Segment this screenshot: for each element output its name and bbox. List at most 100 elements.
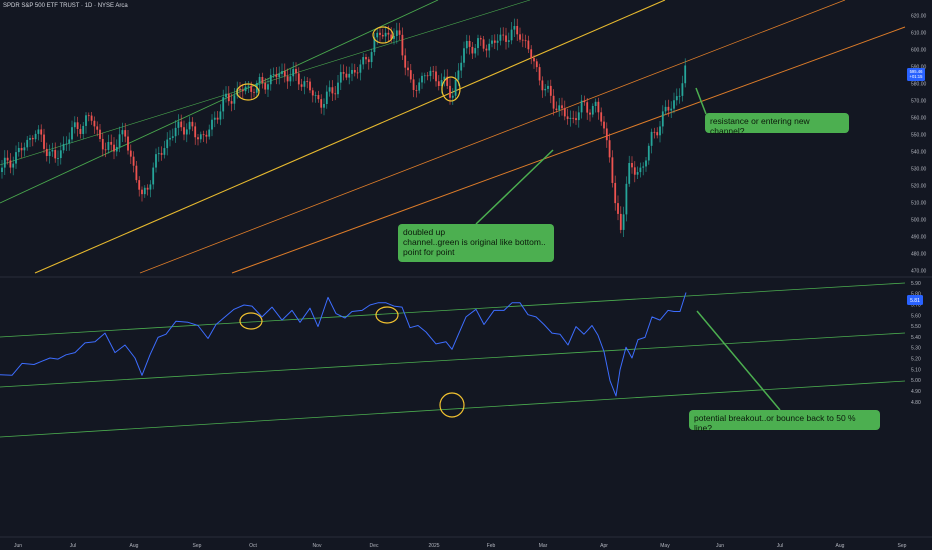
candle-down [502,34,505,36]
last-price-badge [907,68,925,81]
candle-up [457,70,460,80]
candle-down [124,130,127,137]
note-doubled-channel[interactable]: doubled up channel..green is original li… [398,224,554,262]
candle-up [23,147,26,151]
candle-up [269,74,272,85]
candle-up [580,100,583,113]
candle-down [605,128,608,141]
candle-down [99,129,101,139]
candle-down [261,77,264,83]
candle-up [323,104,325,108]
chart-title[interactable]: SPDR S&P 500 ETF TRUST · 1D · NYSE Arca [3,3,128,9]
candle-down [656,132,659,136]
candle-up [569,117,572,119]
candle-up [429,70,432,76]
candle-down [516,26,519,35]
time-tick-label: Oct [249,543,257,549]
last-indicator-badge [907,295,923,305]
candle-up [659,126,661,136]
candle-down [563,108,566,117]
candle-down [194,126,197,138]
candle-up [393,35,395,39]
candle-up [625,183,628,215]
candle-up [591,105,594,115]
price-tick-label: 600.00 [911,48,927,54]
candle-up [451,95,454,98]
time-tick-label: Mar [539,543,548,549]
candle-up [51,150,54,152]
candle-up [337,82,339,95]
note-pointer-line [695,87,707,115]
candle-down [572,117,575,119]
candle-up [465,40,468,49]
candle-down [129,150,132,157]
price-tick-label: 490.00 [911,235,927,241]
candle-down [586,102,589,113]
time-axis[interactable]: Jun Jul Aug Sep Oct Nov Dec 2025 Feb Mar Apr May Jun… [14,543,907,549]
candle-down [446,76,449,86]
note-pointer-line [475,149,554,225]
candle-up [675,96,678,101]
candle-down [132,156,135,166]
candle-up [460,62,463,71]
candle-up [443,76,446,81]
candle-up [292,68,295,77]
price-candles [1,18,687,238]
candle-up [171,136,174,138]
indicator-tick-label: 5.20 [911,357,921,363]
candle-down [381,34,384,37]
candle-up [57,158,59,159]
candle-down [611,157,614,183]
candle-up [421,75,423,83]
indicator-axis[interactable]: 5.90 5.80 5.70 5.60 5.50 5.40 5.30 5.20 5.10 5.00… [911,281,921,406]
candle-down [253,91,255,93]
candle-up [547,85,549,89]
candle-down [264,82,267,90]
candle-down [432,70,435,72]
candle-up [359,64,362,73]
candle-up [71,127,73,140]
candle-down [527,40,530,50]
candle-up [62,143,65,151]
candle-down [6,157,9,161]
candle-down [533,58,535,62]
note-doubled-line-3: point for point [403,247,455,257]
candle-up [258,77,261,84]
price-tick-label: 470.00 [911,269,927,275]
candle-up [213,117,216,120]
candle-down [566,116,569,119]
candle-down [45,148,48,156]
highlight-circle [439,392,465,418]
candle-up [491,40,493,44]
candle-down [317,95,320,100]
candle-down [535,61,538,68]
candle-down [552,95,555,109]
candle-up [661,111,664,127]
highlight-circles [236,26,465,418]
candle-down [43,134,45,149]
candle-down [379,32,381,35]
candle-up [507,40,510,42]
candle-up [558,105,561,111]
candle-down [141,189,143,195]
candle-up [149,184,152,190]
price-axis[interactable]: 620.00 610.00 600.00 590.00 580.00 570.00 560.… [911,14,927,275]
indicator-tick-label: 5.10 [911,367,921,373]
candle-down [521,39,524,41]
highlight-circle [239,312,263,330]
candle-down [180,121,183,128]
candle-up [85,115,87,126]
note-pointers [475,87,781,411]
note-resistance[interactable]: resistance or entering new channel? [705,113,849,136]
candle-up [351,69,353,74]
candle-up [577,112,580,121]
note-breakout[interactable]: potential breakout..or bounce back to 50… [689,410,880,433]
candle-down [435,71,437,82]
candle-up [328,87,331,92]
candle-down [311,90,314,96]
candle-down [479,38,482,40]
candle-up [185,129,188,135]
last-price-label: 595.46 +01:15 [910,69,924,79]
candle-down [275,74,278,78]
